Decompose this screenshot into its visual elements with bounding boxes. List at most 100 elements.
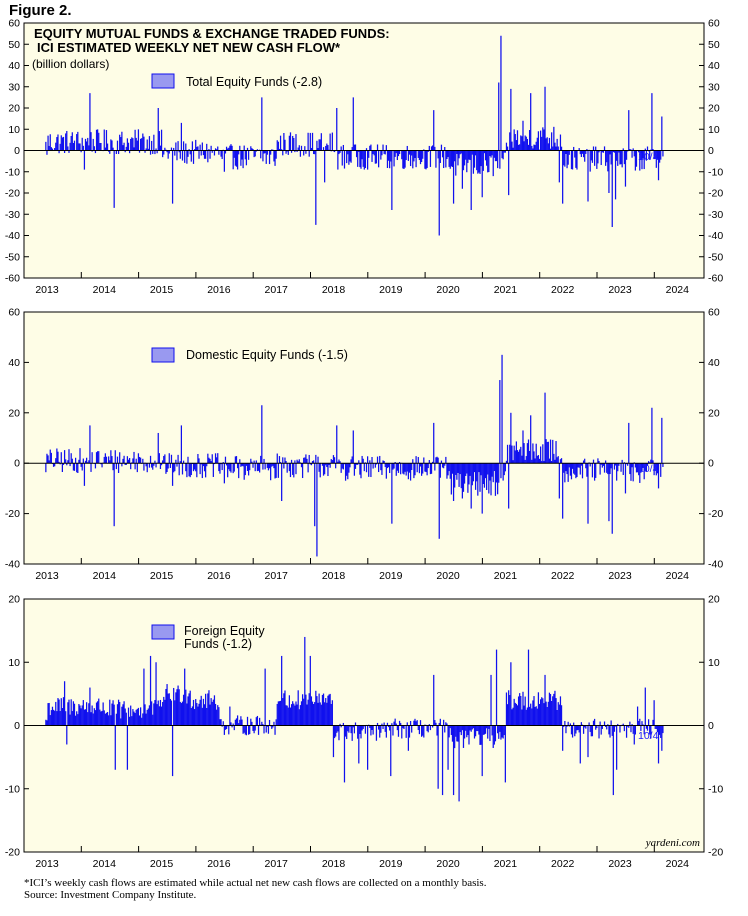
- ytick-label-right: -20: [708, 847, 723, 859]
- ytick-label-right: 30: [708, 81, 720, 93]
- ytick-label-right: 20: [708, 103, 720, 115]
- ytick-label-right: -20: [708, 188, 723, 200]
- ytick-label-right: 10: [708, 124, 720, 136]
- xtick-label: 2015: [150, 570, 174, 582]
- ytick-label-left: 20: [8, 407, 20, 419]
- ytick-label-left: -50: [5, 251, 20, 263]
- ytick-label-left: 40: [8, 357, 20, 369]
- xtick-label: 2023: [608, 284, 632, 296]
- xtick-label: 2017: [265, 570, 289, 582]
- ytick-label-right: 10: [708, 657, 720, 669]
- ytick-label-left: -20: [5, 508, 20, 520]
- legend-label-domestic: Domestic Equity Funds (-1.5): [186, 348, 348, 362]
- ytick-label-right: 60: [708, 18, 720, 30]
- xtick-label: 2013: [35, 570, 59, 582]
- xtick-label: 2018: [322, 570, 346, 582]
- ytick-label-left: -10: [5, 166, 20, 178]
- ytick-label-left: -10: [5, 783, 20, 795]
- ytick-label-left: -20: [5, 188, 20, 200]
- xtick-label: 2019: [379, 858, 403, 870]
- ytick-label-right: 0: [708, 145, 714, 157]
- ytick-label-left: 50: [8, 39, 20, 51]
- xtick-label: 2016: [207, 570, 231, 582]
- ytick-label-left: 40: [8, 60, 20, 72]
- ytick-label-right: -40: [708, 559, 723, 571]
- footnote-line1: *ICI’s weekly cash flows are estimated w…: [24, 877, 487, 889]
- xtick-label: 2018: [322, 858, 346, 870]
- xtick-label: 2020: [436, 284, 460, 296]
- xtick-label: 2020: [436, 570, 460, 582]
- ytick-label-left: 60: [8, 18, 20, 30]
- legend-label-foreign-line2: Funds (-1.2): [184, 637, 252, 651]
- ytick-label-left: 0: [14, 145, 20, 157]
- plot-area-domestic: [23, 311, 705, 565]
- ytick-label-left: -20: [5, 847, 20, 859]
- xtick-label: 2017: [265, 858, 289, 870]
- date-annotation-domestic: 10/4: [638, 463, 659, 475]
- ytick-label-right: 0: [708, 458, 714, 470]
- xtick-label: 2024: [666, 570, 690, 582]
- footnote-line2: Source: Investment Company Institute.: [24, 889, 197, 901]
- chart-title-line2: ICI ESTIMATED WEEKLY NET NEW CASH FLOW*: [37, 40, 341, 55]
- xtick-label: 2024: [666, 284, 690, 296]
- ytick-label-right: -40: [708, 230, 723, 242]
- ytick-label-left: 10: [8, 657, 20, 669]
- xtick-label: 2014: [93, 284, 117, 296]
- xtick-label: 2013: [35, 284, 59, 296]
- chart-title: EQUITY MUTUAL FUNDS & EXCHANGE TRADED FU…: [34, 26, 390, 41]
- legend-swatch-total: [151, 73, 175, 89]
- ytick-label-right: 20: [708, 594, 720, 606]
- xtick-label: 2013: [35, 858, 59, 870]
- xtick-label: 2021: [494, 284, 518, 296]
- xtick-label: 2016: [207, 284, 231, 296]
- ytick-label-left: -60: [5, 273, 20, 285]
- figure-label: Figure 2.: [9, 2, 72, 19]
- ytick-label-left: 20: [8, 594, 20, 606]
- ytick-label-right: -10: [708, 783, 723, 795]
- ytick-label-left: 10: [8, 124, 20, 136]
- ytick-label-right: 0: [708, 720, 714, 732]
- ytick-label-right: -10: [708, 166, 723, 178]
- xtick-label: 2022: [551, 570, 575, 582]
- xtick-label: 2019: [379, 570, 403, 582]
- ytick-label-right: -30: [708, 209, 723, 221]
- xtick-label: 2019: [379, 284, 403, 296]
- date-annotation-total: 10/4: [638, 151, 659, 163]
- xtick-label: 2021: [494, 858, 518, 870]
- ytick-label-left: 0: [14, 720, 20, 732]
- ytick-label-right: -20: [708, 508, 723, 520]
- legend-label-total: Total Equity Funds (-2.8): [186, 75, 322, 89]
- ytick-label-left: 0: [14, 458, 20, 470]
- bars-domestic: [45, 354, 664, 557]
- ytick-label-right: 40: [708, 357, 720, 369]
- xtick-label: 2024: [666, 858, 690, 870]
- xtick-label: 2015: [150, 284, 174, 296]
- xtick-label: 2014: [93, 570, 117, 582]
- ytick-label-left: 20: [8, 103, 20, 115]
- xtick-label: 2022: [551, 858, 575, 870]
- chart-subtitle: (billion dollars): [32, 57, 109, 71]
- xtick-label: 2017: [265, 284, 289, 296]
- ytick-label-left: 30: [8, 81, 20, 93]
- ytick-label-right: -60: [708, 273, 723, 285]
- xtick-label: 2021: [494, 570, 518, 582]
- xtick-label: 2014: [93, 858, 117, 870]
- xtick-label: 2023: [608, 858, 632, 870]
- ytick-label-right: 40: [708, 60, 720, 72]
- xtick-label: 2018: [322, 284, 346, 296]
- credit-label: yardeni.com: [645, 837, 700, 849]
- ytick-label-left: -40: [5, 230, 20, 242]
- date-annotation-foreign: 10/4: [638, 730, 659, 742]
- ytick-label-left: -40: [5, 559, 20, 571]
- ytick-label-right: 20: [708, 407, 720, 419]
- ytick-label-left: -30: [5, 209, 20, 221]
- ytick-label-right: -50: [708, 251, 723, 263]
- legend-label-foreign: Foreign Equity: [184, 624, 265, 638]
- legend-swatch-foreign: [151, 624, 175, 640]
